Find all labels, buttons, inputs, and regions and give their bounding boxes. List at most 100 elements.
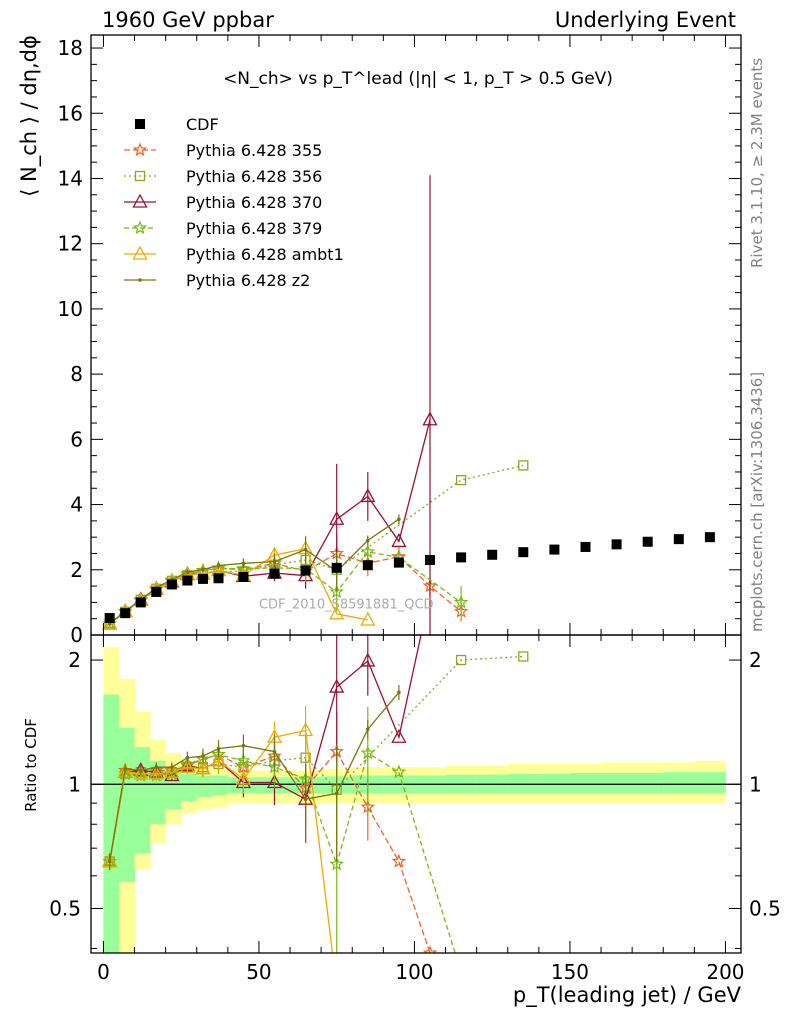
main-z2-point <box>397 517 401 522</box>
main-p370-point <box>391 533 407 548</box>
x-tick-label: 100 <box>395 960 433 984</box>
ratio-z2-point <box>272 749 277 754</box>
ratio-band-inner <box>663 772 695 794</box>
x-tick-label: 150 <box>551 960 589 984</box>
ratio-y-tick-label-right: 0.5 <box>749 896 781 920</box>
y-tick-label: 16 <box>58 101 83 125</box>
main-data-point <box>151 586 162 597</box>
ratio-band-inner <box>181 773 198 802</box>
main-data-point <box>300 565 311 576</box>
ratio-p355-line <box>109 750 431 953</box>
ratio-band-inner <box>507 773 540 794</box>
ratio-y-tick-label: 0.5 <box>49 896 81 920</box>
legend-label-p379: Pythia 6.428 379 <box>186 219 322 238</box>
ratio-z2-line <box>109 691 400 862</box>
ratio-p379-point <box>360 745 376 760</box>
main-ambt1-point <box>329 605 345 620</box>
ratio-ambt1-point <box>210 752 227 767</box>
main-data-point <box>393 557 404 568</box>
legend-label-p370: Pythia 6.428 370 <box>186 193 322 212</box>
legend-marker-p356 <box>134 170 146 182</box>
main-data-point <box>213 573 224 584</box>
legend-marker-data <box>135 119 145 129</box>
y-tick-label: 18 <box>58 36 83 60</box>
ratio-z2-point <box>334 791 339 796</box>
main-data-point <box>362 560 373 571</box>
ratio-p379-point <box>236 753 251 767</box>
ratio-band-inner <box>118 727 136 882</box>
main-z2-point <box>365 538 370 543</box>
ratio-band-inner <box>694 772 726 794</box>
main-data-point <box>269 568 280 579</box>
ratio-ambt1-point <box>298 722 314 737</box>
main-ambt1-point <box>360 611 376 626</box>
ratio-band-inner <box>632 772 664 794</box>
ratio-y-tick-label: 2 <box>68 648 81 672</box>
ratio-p355-point <box>391 853 407 868</box>
watermark-label: CDF_2010_S8591881_QCD <box>259 597 434 612</box>
legend-marker-p355 <box>132 142 148 157</box>
ratio-band-inner <box>601 772 633 794</box>
main-z2-point <box>185 570 190 574</box>
ratio-band-inner <box>103 694 120 953</box>
ratio-ambt1-point <box>117 763 133 778</box>
main-data-point <box>580 541 591 552</box>
ratio-p355-point <box>422 945 438 953</box>
main-p356-point <box>455 474 467 486</box>
y-tick-label: 10 <box>58 297 83 321</box>
legend-label-z2: Pythia 6.428 z2 <box>186 271 310 290</box>
ratio-p370-point <box>360 652 376 667</box>
ratio-z2-point <box>185 755 190 760</box>
ratio-p355-point <box>455 994 466 1005</box>
main-p370-point <box>329 510 345 525</box>
main-data-point <box>549 544 560 555</box>
ratio-ambt1-point <box>195 760 211 775</box>
x-tick-label: 200 <box>706 960 744 984</box>
ratio-band-inner <box>134 747 151 854</box>
ratio-frame <box>90 634 742 954</box>
ratio-ambt1-point <box>133 765 149 780</box>
main-data-point <box>487 549 498 560</box>
header-left: 1960 GeV ppbar <box>102 8 274 32</box>
ratio-p356-point <box>518 651 529 662</box>
ratio-y-axis-label: Ratio to CDF <box>22 718 40 812</box>
legend-marker-p379 <box>132 220 148 235</box>
ratio-y-tick-label-right: 1 <box>749 772 762 796</box>
ratio-p379-point <box>455 966 466 977</box>
ratio-ambt1-line <box>109 729 334 953</box>
y-tick-label: 0 <box>70 623 83 647</box>
ratio-p356-point <box>455 654 467 666</box>
legend-label-p356: Pythia 6.428 356 <box>186 167 322 186</box>
main-plot-area <box>102 175 715 635</box>
y-tick-label: 4 <box>70 493 83 517</box>
ratio-plot-area <box>91 635 741 1005</box>
y-axis-label: ⟨ N_ch ⟩ / dη,dϕ <box>17 35 42 197</box>
main-z2-point <box>216 563 221 568</box>
x-tick-label: 50 <box>246 960 271 984</box>
chart-title: <N_ch> vs p_T^lead (|η| < 1, p_T > 0.5 G… <box>223 69 613 89</box>
main-data-point <box>518 547 529 558</box>
ratio-z2-point <box>170 765 174 769</box>
main-data-point <box>611 539 622 550</box>
main-z2-point <box>303 547 308 552</box>
ratio-z2-point <box>123 767 128 771</box>
ratio-z2-point <box>365 727 370 731</box>
main-data-point <box>704 532 715 543</box>
main-p370-point <box>360 488 376 503</box>
main-data-point <box>104 613 115 624</box>
ratio-ambt1-point <box>164 763 180 778</box>
main-data-point <box>238 571 249 582</box>
y-tick-label: 2 <box>70 558 83 582</box>
main-data-point <box>331 562 342 573</box>
main-p379-point <box>360 544 376 559</box>
legend-label-data: CDF <box>186 115 219 134</box>
ratio-p356-line <box>109 655 524 862</box>
main-data-point <box>456 552 467 563</box>
main-data-point <box>673 534 684 545</box>
ratio-ambt1-point <box>179 758 196 773</box>
y-tick-label: 6 <box>70 427 83 451</box>
ratio-z2-point <box>107 859 112 864</box>
ratio-ambt1-point <box>235 770 251 785</box>
main-p379-point <box>453 594 469 609</box>
